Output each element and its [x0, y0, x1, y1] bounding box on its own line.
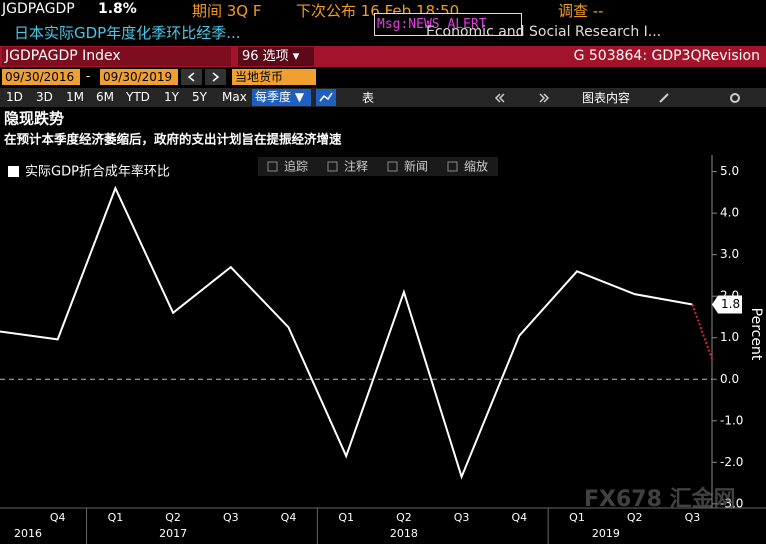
frequency[interactable]: 每季度 ▼	[252, 89, 311, 106]
tool-icon	[267, 161, 278, 172]
legend-label: 实际GDP折合成年率环比	[25, 164, 170, 180]
chart-subtitle: 在预计本季度经济萎缩后，政府的支出计划旨在提振经济增速	[4, 132, 342, 147]
chart-tools-bg	[258, 157, 498, 176]
y-tick-label: 5.0	[720, 164, 739, 178]
toolbar-row	[0, 88, 766, 107]
year-label: 2016	[14, 527, 42, 540]
y-tick-label: 0.0	[720, 372, 739, 386]
x-tick-label: Q1	[108, 511, 124, 524]
tool-icon	[447, 161, 458, 172]
period-button[interactable]: 1M	[66, 90, 84, 104]
y-tick-label: -3.0	[720, 496, 743, 510]
arrow-button[interactable]	[205, 69, 226, 85]
year-label: 2017	[159, 527, 187, 540]
x-tick-label: Q4	[511, 511, 527, 524]
x-tick-label: Q1	[338, 511, 354, 524]
security[interactable]: JGDPAGDP Index	[2, 47, 231, 66]
y-tick-label: -1.0	[720, 413, 743, 427]
date-separator: -	[86, 69, 91, 83]
source: Economic and Social Research I...	[426, 24, 662, 40]
chart-type-icon[interactable]	[316, 89, 336, 106]
chart-tool: 缩放	[464, 159, 488, 174]
news-alert[interactable]: Msg:NEWS ALERT	[374, 13, 522, 36]
period-button[interactable]: 1D	[6, 90, 23, 104]
x-tick-label: Q4	[281, 511, 297, 524]
period-button[interactable]: 1Y	[164, 90, 179, 104]
chart-title: 隐现跌势	[4, 110, 64, 128]
y-axis-label: Percent	[748, 308, 764, 361]
end-date[interactable]: 09/30/2019	[100, 69, 178, 85]
chart-tool: 新闻	[404, 159, 428, 174]
watermark: FX678 汇金网	[584, 486, 736, 512]
x-tick-label: Q2	[627, 511, 643, 524]
projection-line	[691, 304, 714, 361]
x-tick-label: Q1	[569, 511, 585, 524]
tool-icon	[327, 161, 338, 172]
last-value-box	[712, 295, 742, 314]
period: 期间 3Q F	[192, 2, 262, 20]
survey: 调查 --	[558, 2, 604, 20]
x-tick-label: Q3	[223, 511, 239, 524]
arrow-left	[187, 72, 195, 82]
currency[interactable]: 当地货币	[232, 69, 316, 85]
period-button[interactable]: 3D	[36, 90, 53, 104]
period-button[interactable]: 6M	[96, 90, 114, 104]
start-date[interactable]: 09/30/2016	[2, 69, 80, 85]
year-label: 2019	[592, 527, 620, 540]
chart: 隐现跌势 在预计本季度经济萎缩后，政府的支出计划旨在提振经济增速 Percent…	[0, 110, 766, 544]
chart-tool: 注释	[344, 159, 368, 174]
x-tick-label: Q4	[50, 511, 66, 524]
y-tick-label: 1.0	[720, 330, 739, 344]
last-value: 1.8%	[98, 1, 137, 17]
arrow-right	[212, 72, 220, 82]
ticker: JGDPAGDP	[2, 1, 75, 17]
options[interactable]: 96 选项 ▾	[238, 47, 314, 66]
page-id: G 503864: GDP3QRevision	[573, 48, 760, 64]
x-tick-label: Q2	[396, 511, 412, 524]
x-tick-label: Q3	[685, 511, 701, 524]
last-value-label: 1.8	[721, 297, 740, 311]
period-button[interactable]: 5Y	[192, 90, 207, 104]
x-tick-label: Q3	[454, 511, 470, 524]
tool-icon	[387, 161, 398, 172]
legend-swatch	[8, 166, 19, 177]
y-tick-label: 3.0	[720, 247, 739, 261]
toolbar-icons	[494, 93, 740, 103]
chart-content[interactable]: 图表内容	[582, 91, 631, 105]
description: 日本实际GDP年度化季环比经季...	[14, 24, 241, 42]
chart-tool: 追踪	[284, 159, 308, 174]
x-tick-label: Q2	[165, 511, 181, 524]
period-button[interactable]: YTD	[126, 90, 150, 104]
period-button[interactable]: Max	[222, 90, 247, 104]
series-line	[0, 185, 693, 480]
date-arrows[interactable]	[181, 69, 227, 85]
y-tick-label: -2.0	[720, 455, 743, 469]
y-tick-label: 4.0	[720, 206, 739, 220]
table-button[interactable]: 表	[362, 91, 375, 105]
x-axis-bg	[0, 509, 766, 544]
year-label: 2018	[390, 527, 418, 540]
arrow-button[interactable]	[181, 69, 202, 85]
